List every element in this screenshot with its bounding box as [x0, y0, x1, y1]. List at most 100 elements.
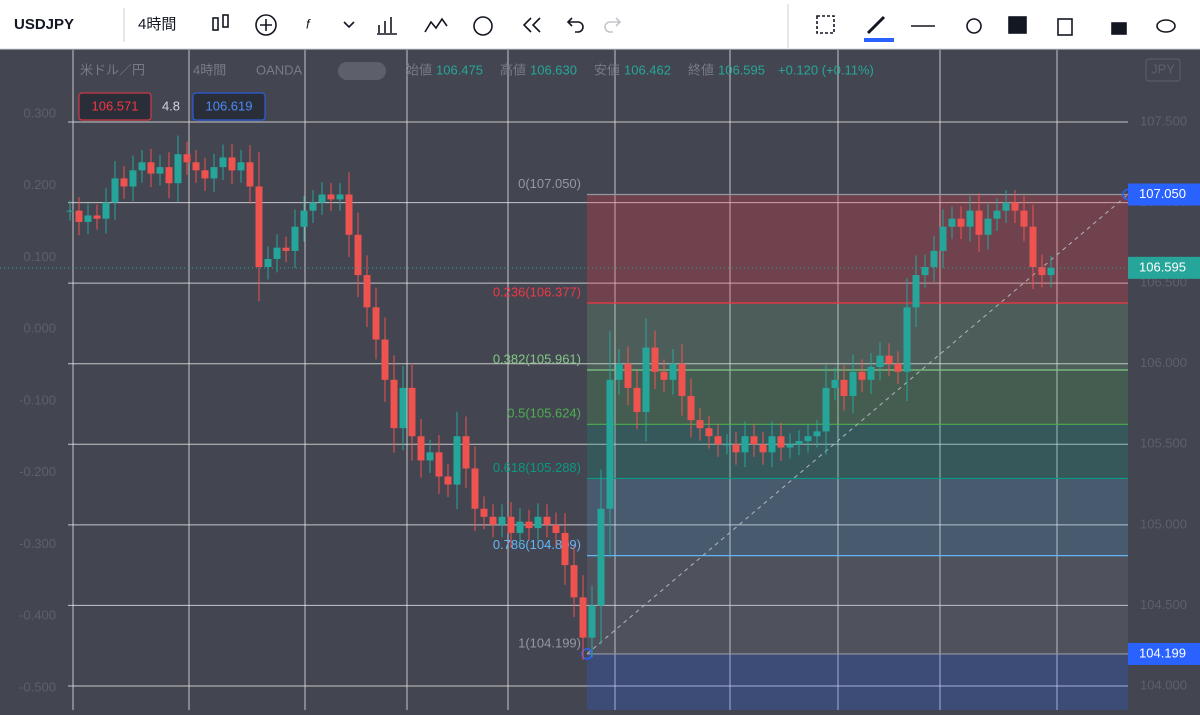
candle	[795, 441, 803, 445]
candle	[570, 565, 578, 598]
source: OANDA	[256, 62, 303, 77]
ohlc-label: 終値	[688, 62, 714, 77]
sell-box[interactable]	[78, 92, 152, 121]
candle	[777, 436, 785, 448]
price-marker-label: 104.199	[1139, 645, 1186, 660]
candle	[912, 275, 920, 308]
candle	[192, 162, 200, 171]
candle	[930, 250, 938, 268]
dropdown[interactable]	[343, 21, 355, 29]
candle	[174, 154, 182, 184]
candle	[345, 194, 353, 235]
candle	[993, 210, 1001, 219]
indicators-icon[interactable]	[424, 17, 448, 33]
candle	[597, 508, 605, 606]
toolbar	[0, 0, 1200, 49]
candle	[498, 516, 506, 525]
toolbar-icons: f	[123, 4, 1176, 48]
candle	[489, 516, 497, 525]
candle	[183, 154, 191, 163]
candle	[831, 379, 839, 388]
add-icon[interactable]	[255, 14, 277, 36]
toggle[interactable]	[338, 62, 386, 80]
candle	[525, 521, 533, 529]
symbol-name: 米ドル／円	[80, 62, 145, 77]
symbol[interactable]: USDJPY	[14, 16, 74, 33]
candle	[435, 452, 443, 477]
candle	[534, 516, 542, 529]
candle	[408, 387, 416, 437]
layers-icon[interactable]	[1008, 16, 1027, 34]
candle	[471, 468, 479, 509]
candles	[0, 135, 1128, 660]
candle	[309, 202, 317, 211]
candle	[327, 194, 335, 200]
replay-icon[interactable]	[522, 17, 541, 33]
candle	[552, 524, 560, 533]
candle	[219, 157, 227, 168]
candle	[147, 162, 155, 174]
candle-icon[interactable]	[222, 14, 229, 28]
candle	[606, 379, 614, 509]
settings-icon[interactable]	[966, 18, 982, 34]
candle	[138, 162, 146, 171]
candle	[318, 194, 326, 203]
candle	[759, 444, 767, 453]
candle	[417, 436, 425, 461]
candle	[714, 436, 722, 445]
candle	[120, 178, 128, 187]
candle	[75, 210, 83, 222]
candle	[660, 371, 668, 380]
price-marker-label: 106.595	[1139, 259, 1186, 274]
ohlc-value: 106.462	[624, 62, 671, 77]
price-axis	[1128, 50, 1200, 710]
brush-icon[interactable]	[866, 15, 886, 35]
candle	[885, 355, 893, 364]
legend-interval: 4時間	[193, 62, 226, 77]
currency-box	[1145, 58, 1181, 82]
candle	[975, 210, 983, 235]
candle	[543, 516, 551, 525]
percent-tick-label: -0.100	[19, 392, 56, 407]
ohlc-value: 106.595	[718, 62, 765, 77]
fx-icon[interactable]: f	[306, 16, 311, 31]
visibility-icon[interactable]	[1156, 19, 1176, 33]
candle	[336, 194, 344, 200]
trend-line	[586, 194, 1129, 655]
undo-icon[interactable]	[566, 17, 584, 33]
candle	[264, 258, 272, 268]
candle	[201, 170, 209, 179]
bars-icon[interactable]	[377, 17, 397, 35]
clone-icon[interactable]	[1057, 18, 1073, 36]
change: +0.120 (+0.11%)	[778, 62, 874, 77]
candle	[165, 167, 173, 184]
candle	[273, 247, 281, 259]
candle-icon[interactable]	[212, 17, 219, 31]
buy-box[interactable]	[192, 92, 266, 121]
fib-zone	[587, 555, 1128, 654]
candle	[615, 363, 623, 380]
select-icon[interactable]	[816, 15, 835, 34]
fib-retracement: 0(107.050) 0.236(106.377) 0.382(105.961) 0.…	[493, 176, 1134, 710]
percent-tick-label: -0.400	[19, 608, 56, 623]
add-icon	[260, 19, 272, 31]
percent-tick-label: 0.000	[23, 321, 56, 336]
ohlc-label: 高値	[500, 62, 526, 77]
interval[interactable]: 4時間	[138, 16, 176, 33]
price-tick-label: 104.000	[1140, 677, 1187, 692]
candle	[741, 436, 749, 453]
legend: 米ドル／円 4時間 OANDA 始値 106.475 高値 106.630 安値 106.…	[80, 62, 874, 80]
fib-label: 0.5(105.624)	[507, 406, 581, 421]
candle	[687, 395, 695, 421]
ohlc-value: 106.475	[436, 62, 483, 77]
candle	[939, 226, 947, 251]
color-swatch[interactable]	[864, 38, 894, 42]
lock-icon[interactable]	[1111, 22, 1127, 35]
candle	[84, 215, 92, 222]
alert-icon[interactable]	[473, 16, 493, 36]
candle	[228, 157, 236, 171]
price-marker	[1128, 642, 1200, 665]
price-tick-label: 105.500	[1140, 436, 1187, 451]
candle	[1029, 226, 1037, 268]
